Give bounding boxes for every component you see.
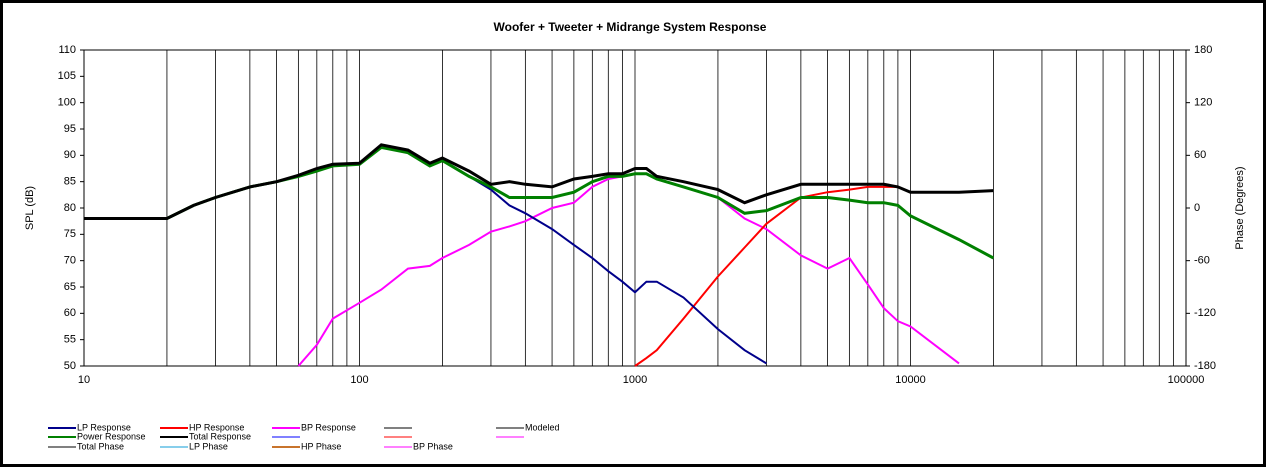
y-tick-label: 110	[58, 44, 76, 56]
x-tick-label: 100000	[1168, 374, 1205, 386]
y-tick-label: 55	[64, 334, 76, 346]
y2-tick-label: -180	[1194, 360, 1216, 372]
y-tick-label: 100	[58, 97, 76, 109]
x-tick-label: 100	[350, 374, 368, 386]
x-tick-label: 10000	[895, 374, 926, 386]
legend-label: HP Phase	[301, 441, 341, 451]
legend-label: LP Response	[77, 422, 131, 432]
y-tick-label: 85	[64, 176, 76, 188]
series-line	[84, 145, 995, 260]
y2-tick-label: 60	[1194, 149, 1206, 161]
y-tick-label: 60	[64, 307, 76, 319]
legend-label: BP Phase	[413, 441, 453, 451]
legend-label: LP Phase	[189, 441, 228, 451]
legend-label: HP Response	[189, 422, 244, 432]
y-tick-label: 90	[64, 149, 76, 161]
x-tick-label: 1000	[623, 374, 647, 386]
y-tick-label: 80	[64, 202, 76, 214]
y2-tick-label: 0	[1194, 202, 1200, 214]
legend-label: Total Response	[189, 431, 251, 441]
chart-title: Woofer + Tweeter + Midrange System Respo…	[494, 20, 767, 34]
y-tick-label: 95	[64, 123, 76, 135]
y2-tick-label: -120	[1194, 307, 1216, 319]
y-tick-label: 105	[58, 70, 76, 82]
y2-tick-label: 120	[1194, 97, 1212, 109]
y-axis-label: SPL (dB)	[24, 186, 36, 230]
y-tick-label: 50	[64, 360, 76, 372]
y-tick-label: 75	[64, 228, 76, 240]
legend-label: BP Response	[301, 422, 356, 432]
y2-tick-label: -60	[1194, 255, 1210, 267]
legend-label: Power Response	[77, 431, 146, 441]
legend-label: Total Phase	[77, 441, 124, 451]
y-tick-label: 70	[64, 255, 76, 267]
y2-axis-label: Phase (Degrees)	[1234, 166, 1246, 249]
legend-label: Modeled	[525, 422, 560, 432]
y2-tick-label: 180	[1194, 44, 1212, 56]
series-line	[84, 143, 994, 220]
y-tick-label: 65	[64, 281, 76, 293]
x-tick-label: 10	[78, 374, 90, 386]
legend-blank-swatches	[272, 427, 524, 438]
